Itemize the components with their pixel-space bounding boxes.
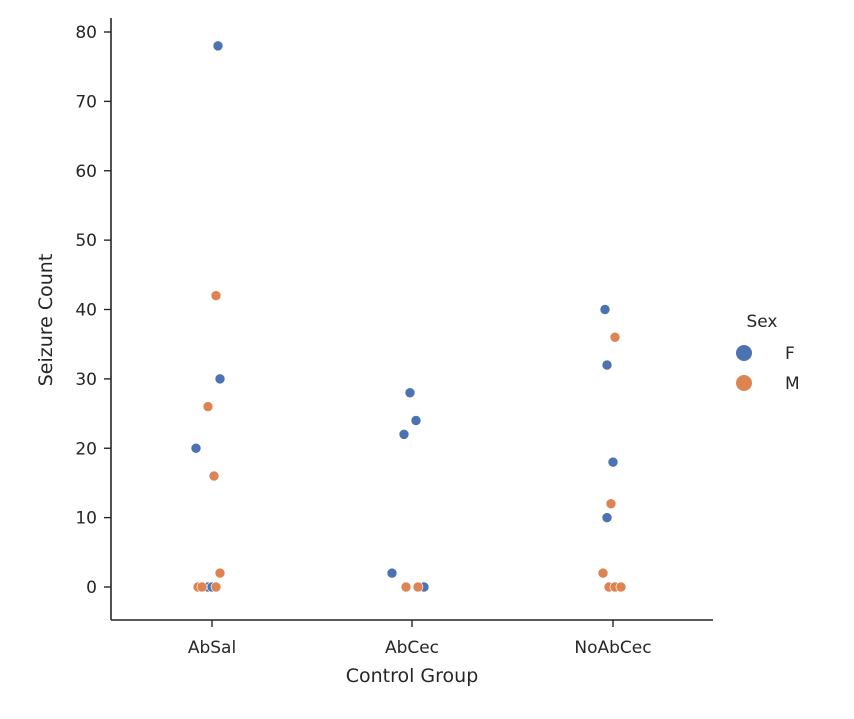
- point-f: [599, 304, 611, 315]
- y-tick-label: 50: [75, 231, 97, 251]
- y-tick-label: 40: [75, 301, 97, 321]
- legend-marker-f: [736, 345, 752, 361]
- y-tick-label: 10: [75, 509, 97, 529]
- legend-label-m: M: [785, 374, 800, 394]
- x-tick-label: NoAbCec: [574, 638, 651, 658]
- point-f: [190, 442, 202, 454]
- point-f: [404, 387, 416, 399]
- point-f: [410, 415, 422, 426]
- legend-entries: FM: [736, 344, 800, 394]
- x-tick-label: AbCec: [385, 638, 439, 658]
- x-tick-label: AbSal: [188, 638, 236, 658]
- point-m: [196, 581, 208, 593]
- legend-title: Sex: [746, 312, 777, 332]
- y-tick-label: 70: [75, 92, 97, 112]
- y-tick-label: 60: [75, 162, 97, 182]
- point-m: [202, 401, 214, 412]
- y-axis-title: Seizure Count: [35, 254, 57, 387]
- point-m: [597, 567, 609, 579]
- point-f: [607, 456, 619, 468]
- legend: Sex FM: [736, 312, 800, 394]
- legend-marker-m: [736, 375, 752, 391]
- point-f: [601, 512, 613, 523]
- point-m: [400, 581, 412, 593]
- point-f: [214, 373, 226, 385]
- point-m: [412, 581, 424, 593]
- axes-layer: 0 10 20 30 40 50 60 70 80 AbSal AbCec NoAbCec: [75, 18, 713, 658]
- y-tick-label: 80: [75, 23, 97, 43]
- point-m: [615, 581, 627, 593]
- point-m: [609, 331, 621, 343]
- point-m: [214, 567, 226, 579]
- point-f: [601, 359, 613, 371]
- point-f: [386, 567, 398, 579]
- point-m: [208, 470, 220, 482]
- point-m: [210, 581, 222, 593]
- y-tick-label: 20: [75, 439, 97, 459]
- point-f: [212, 40, 224, 52]
- point-m: [210, 290, 222, 301]
- point-f: [398, 429, 410, 440]
- y-tick-label: 30: [75, 370, 97, 390]
- points-layer: [190, 40, 627, 593]
- x-axis-title: Control Group: [346, 665, 479, 687]
- legend-label-f: F: [785, 344, 795, 364]
- point-m: [605, 498, 617, 510]
- y-tick-label: 0: [86, 578, 97, 598]
